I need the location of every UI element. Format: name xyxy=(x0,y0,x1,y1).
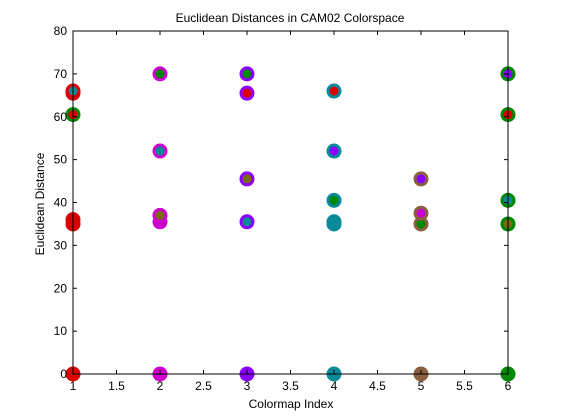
y-tick-label: 20 xyxy=(54,281,68,295)
data-point xyxy=(239,214,255,230)
x-tick-label: 6 xyxy=(505,379,512,393)
data-point-core xyxy=(155,210,165,220)
data-point xyxy=(152,143,168,159)
data-point xyxy=(239,85,255,101)
y-axis-label: Euclidean Distance xyxy=(33,152,47,255)
data-point-core xyxy=(416,219,426,229)
data-point-core xyxy=(155,146,165,156)
data-point-core xyxy=(416,174,426,184)
data-point xyxy=(326,214,342,230)
data-point-core xyxy=(242,69,252,79)
y-tick-label: 30 xyxy=(54,238,68,252)
y-tick-label: 0 xyxy=(60,367,67,381)
x-tick-label: 1 xyxy=(70,379,77,393)
y-tick-label: 70 xyxy=(54,67,68,81)
axes-frame xyxy=(72,30,509,375)
data-point-core xyxy=(242,217,252,227)
data-point-core xyxy=(155,69,165,79)
data-point-core xyxy=(242,174,252,184)
data-point-core xyxy=(329,146,339,156)
y-tick-label: 50 xyxy=(54,153,68,167)
data-point xyxy=(326,83,342,99)
data-point xyxy=(152,66,168,82)
data-point xyxy=(239,171,255,187)
data-point xyxy=(152,207,168,223)
data-point xyxy=(413,171,429,187)
data-point xyxy=(413,216,429,232)
data-point-core xyxy=(242,88,252,98)
y-tick-label: 80 xyxy=(54,24,68,38)
x-tick-label: 2.5 xyxy=(195,379,212,393)
x-tick-label: 5.5 xyxy=(456,379,473,393)
data-point-core xyxy=(329,86,339,96)
y-tick-label: 10 xyxy=(54,324,68,338)
x-tick-label: 3.5 xyxy=(282,379,299,393)
x-tick-label: 3 xyxy=(244,379,251,393)
chart-title: Euclidean Distances in CAM02 Colorspace xyxy=(176,11,405,25)
data-point xyxy=(413,205,429,221)
data-point xyxy=(239,66,255,82)
data-point-core xyxy=(329,195,339,205)
data-point xyxy=(326,192,342,208)
x-tick-label: 1.5 xyxy=(108,379,125,393)
y-tick-label: 60 xyxy=(54,110,68,124)
x-tick-label: 4.5 xyxy=(369,379,386,393)
points-layer xyxy=(65,66,516,382)
x-tick-label: 5 xyxy=(418,379,425,393)
data-point xyxy=(326,143,342,159)
x-axis-label: Colormap Index xyxy=(249,397,334,411)
x-tick-label: 4 xyxy=(331,379,338,393)
data-point-core xyxy=(329,217,339,227)
x-tick-label: 2 xyxy=(157,379,164,393)
data-point-core xyxy=(416,208,426,218)
y-tick-label: 40 xyxy=(54,196,68,210)
